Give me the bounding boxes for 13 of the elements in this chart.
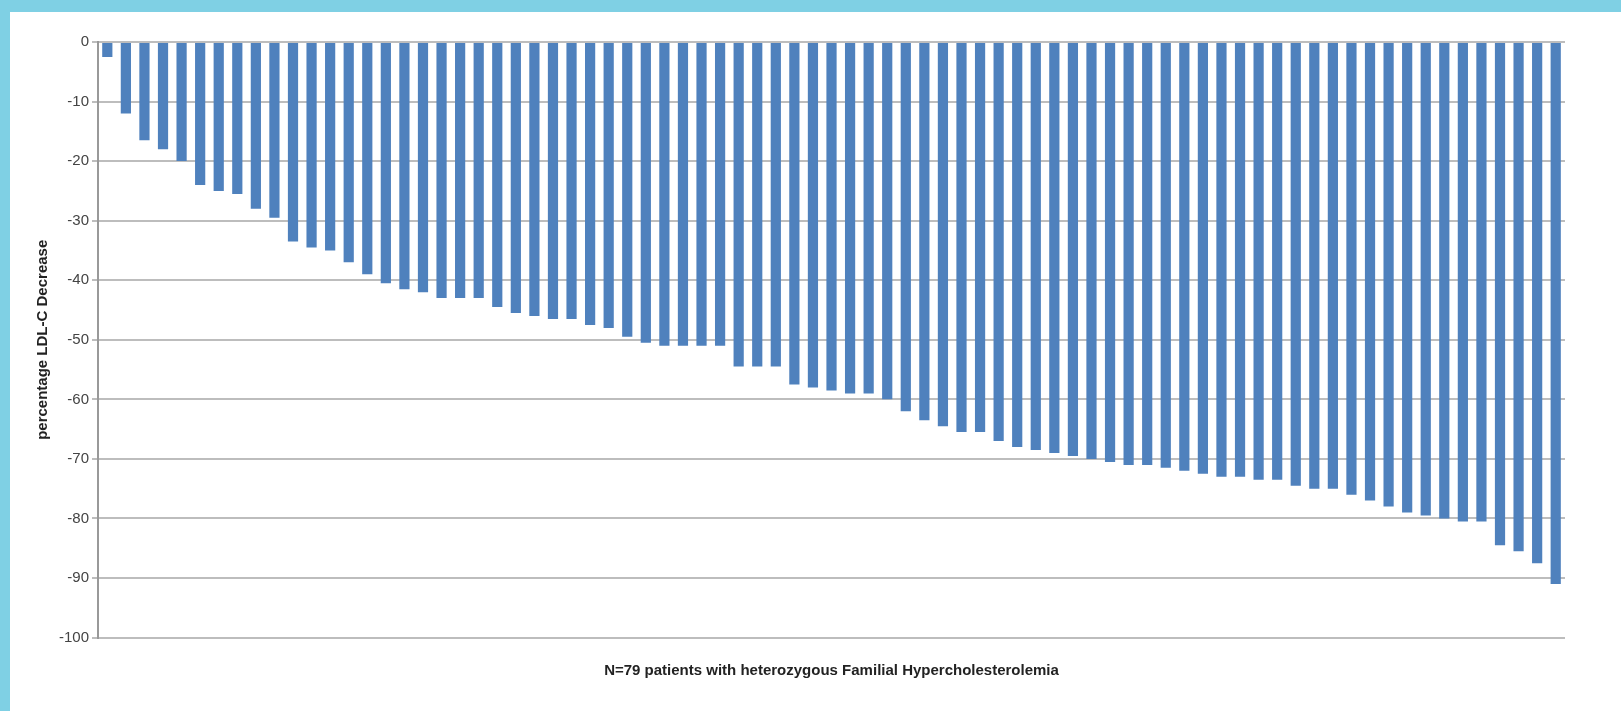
y-tick-label: -20: [67, 151, 90, 169]
y-tick-label: -80: [67, 508, 90, 526]
y-tick-label: 0: [80, 32, 90, 50]
y-tick-label: -30: [67, 210, 90, 228]
y-tick-label: -50: [67, 329, 90, 347]
y-tick-label: -100: [58, 627, 90, 645]
y-tick-label: -40: [67, 270, 90, 288]
x-axis-title: N=79 patients with heterozygous Familial Hypercholesterolemia: [604, 661, 1060, 679]
y-tick-label: -90: [67, 568, 90, 586]
y-axis-title: percentage LDL-C Decrease: [33, 239, 51, 440]
y-tick-label: -10: [67, 91, 90, 109]
y-tick-label: -70: [67, 449, 90, 467]
y-tick-label: -60: [67, 389, 90, 407]
